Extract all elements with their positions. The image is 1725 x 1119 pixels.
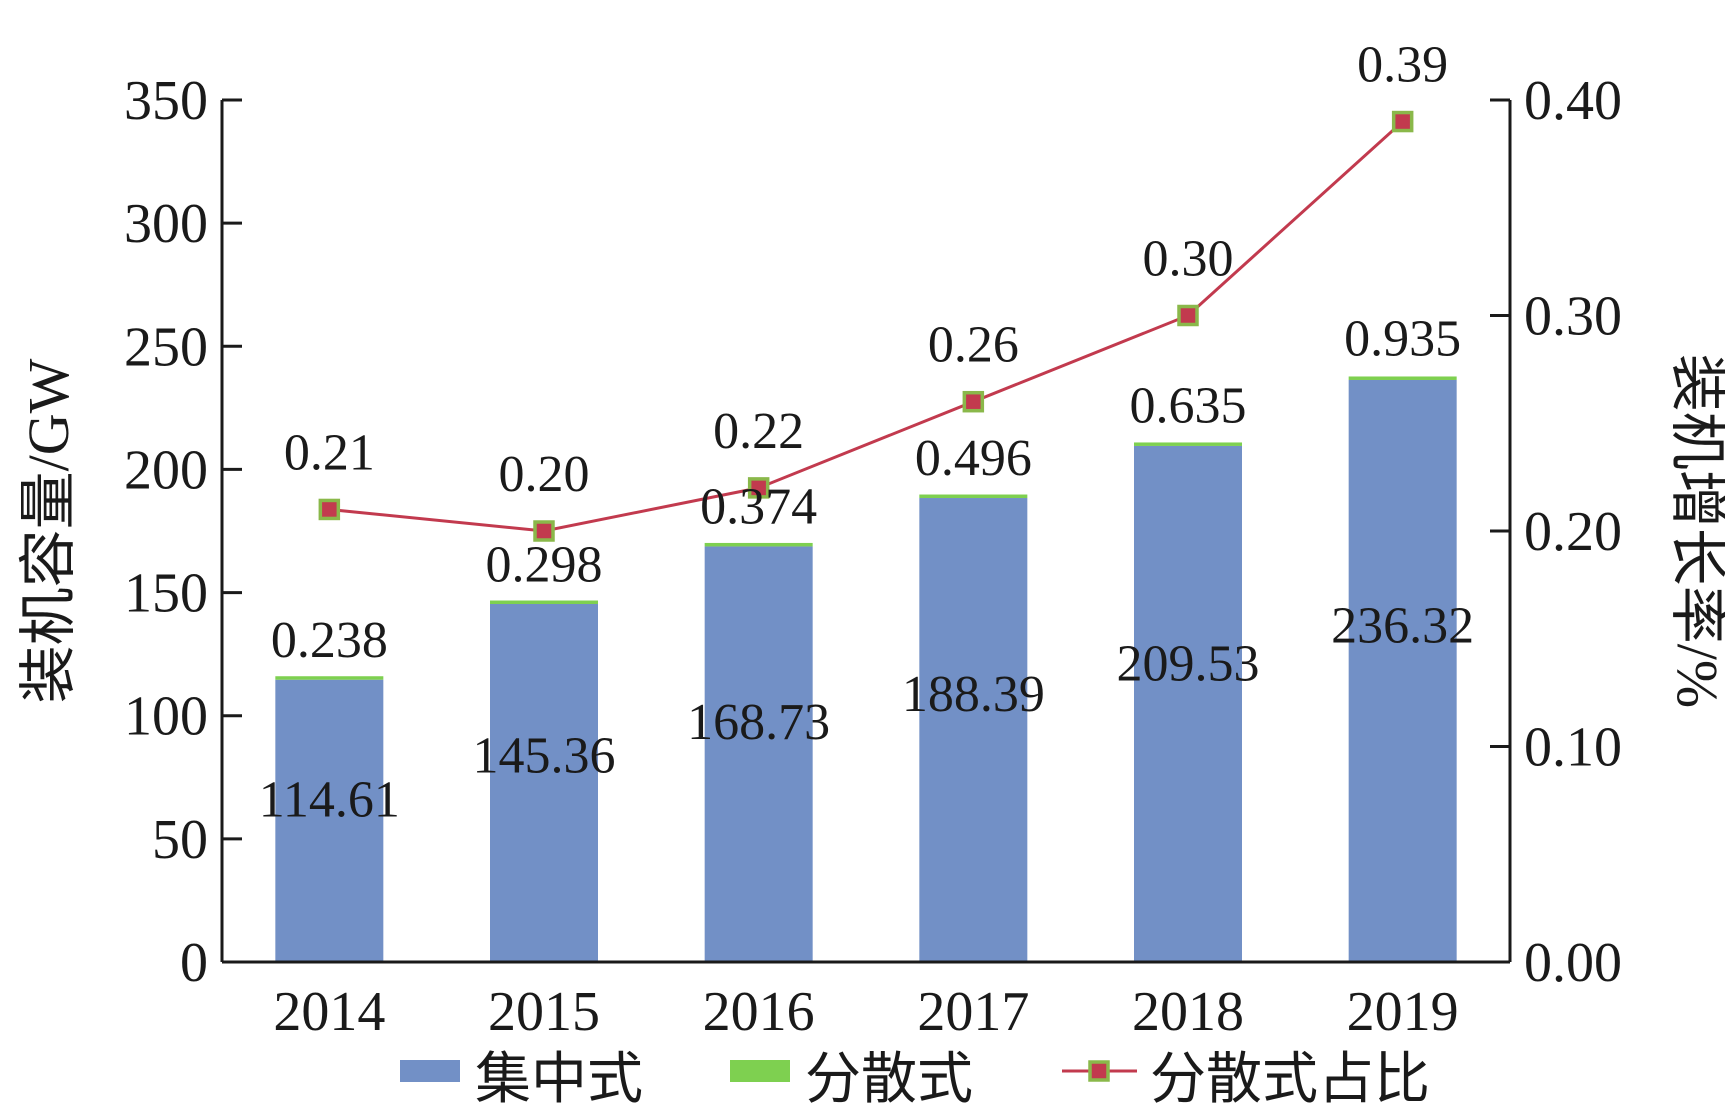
label-distributed-share-2014: 0.21 [284,424,375,481]
y2-axis-title: 装机增长率/% [1665,354,1725,708]
label-centralized-2014: 114.61 [259,771,400,828]
point-distributed-share-2014 [318,498,341,521]
label-distributed-2015: 0.298 [486,536,603,593]
ticks-layer: 0 50 100 150 200 250 300 350 0.00 0.10 0.20 0.30 0.4… [124,70,1622,1043]
x-tick-label: 2018 [1132,981,1244,1043]
bar-centralized-2017 [919,498,1028,962]
legend-swatch-centralized [400,1060,460,1082]
label-distributed-share-2016: 0.22 [713,403,804,460]
y-tick-label: 150 [124,563,208,625]
legend-label-centralized: 集中式 [475,1049,643,1111]
bar-distributed-2016 [704,542,813,547]
y-tick-label: 200 [124,439,208,501]
y-axis-title: 装机容量/GW [16,358,81,703]
labels-layer: 114.61 145.36 168.73 188.39 209.53 236.32 0.23… [259,37,1474,829]
point-distributed-share-2015 [533,520,555,542]
x-tick-label: 2016 [703,981,815,1043]
label-distributed-share-2015: 0.20 [499,446,590,503]
label-distributed-2017: 0.496 [915,430,1032,487]
line-distributed-share [329,120,1404,533]
bar-distributed-2015 [490,600,598,604]
bar-distributed-2014 [275,676,384,680]
label-distributed-share-2017: 0.26 [928,317,1019,374]
point-distributed-share-2019 [1391,110,1414,133]
bar-distributed-2019 [1348,376,1457,380]
legend-swatch-distributed [730,1060,790,1082]
x-tick-label: 2015 [488,981,600,1043]
label-distributed-share-2019: 0.39 [1357,37,1448,94]
y-tick-label: 50 [152,809,208,871]
y2-tick-label: 0.10 [1524,717,1622,779]
label-distributed-2019: 0.935 [1344,311,1461,368]
label-centralized-2019: 236.32 [1331,597,1474,654]
y2-tick-label: 0.40 [1524,70,1622,132]
legend-marker-distributed-share [1088,1060,1110,1082]
label-distributed-share-2018: 0.30 [1143,231,1234,288]
x-tick-label: 2017 [917,981,1029,1043]
label-distributed-2014: 0.238 [271,612,388,669]
point-distributed-share-2016 [747,477,770,499]
label-distributed-2016: 0.374 [700,479,817,536]
legend-label-distributed-share: 分散式占比 [1150,1049,1430,1111]
bar-centralized-2016 [704,546,813,962]
bar-distributed-2018 [1134,442,1242,446]
axes-layer [220,100,1512,964]
point-distributed-share-2017 [962,390,985,413]
y-tick-label: 300 [124,193,208,255]
label-centralized-2017: 188.39 [902,666,1045,723]
bar-centralized-2015 [490,603,598,962]
label-centralized-2018: 209.53 [1117,636,1260,693]
y-tick-label: 0 [180,932,208,994]
x-tick-label: 2019 [1347,981,1459,1043]
y-tick-label: 350 [124,70,208,132]
label-centralized-2015: 145.36 [473,727,616,784]
y2-tick-label: 0.20 [1524,501,1622,563]
bar-centralized-2018 [1134,445,1242,963]
y2-tick-label: 0.00 [1524,932,1622,994]
y-tick-label: 100 [124,686,208,748]
x-tick-label: 2014 [273,981,385,1043]
legend: 集中式 分散式 分散式占比 [400,1049,1430,1111]
point-distributed-share-2018 [1177,304,1199,327]
bar-distributed-2017 [919,494,1028,499]
line-layer [318,110,1414,542]
bar-centralized-2014 [275,679,384,962]
y-tick-label: 250 [124,316,208,378]
y2-tick-label: 0.30 [1524,286,1622,348]
bar-centralized-2019 [1348,379,1457,962]
label-distributed-2018: 0.635 [1130,377,1247,434]
label-centralized-2016: 168.73 [687,694,830,751]
legend-label-distributed: 分散式 [805,1049,973,1111]
bars-layer [275,376,1457,963]
